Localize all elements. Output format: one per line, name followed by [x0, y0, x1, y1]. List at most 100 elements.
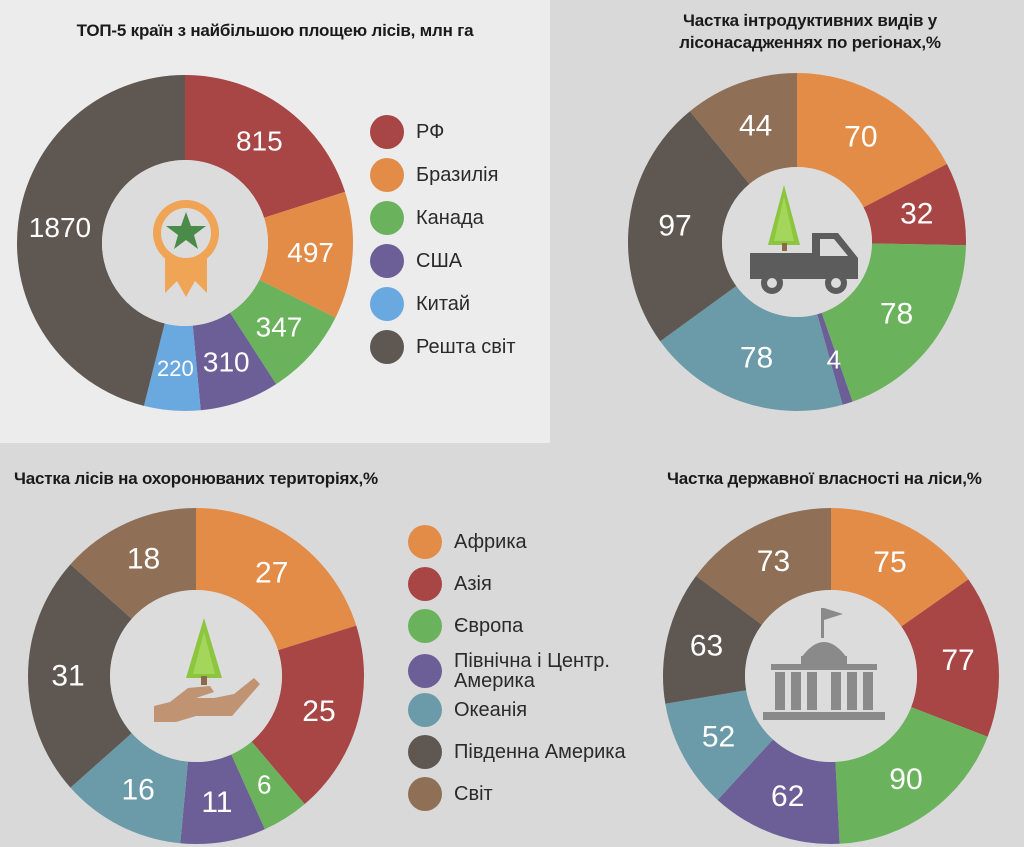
donut-slice-3 [835, 707, 988, 844]
slice-value-label: 78 [880, 298, 913, 331]
slice-value-label: 90 [889, 763, 922, 796]
legend-item: Китай [370, 287, 470, 321]
forest-area-legend: РФ Бразилія Канада США Китай Решта світ [370, 115, 540, 375]
slice-value-label: 347 [256, 311, 303, 342]
legend-item: РФ [370, 115, 444, 149]
legend-swatch [370, 244, 404, 278]
legend-item: Азія [408, 567, 492, 601]
legend-item: Світ [408, 777, 493, 811]
donut-slice-5 [143, 323, 201, 411]
slice-value-label: 16 [121, 774, 154, 807]
legend-item: США [370, 244, 462, 278]
chart3-title: Частка лісів на охоронюваних територіях,… [14, 469, 378, 488]
legend-label: Бразилія [416, 164, 499, 186]
slice-value-label: 62 [771, 780, 804, 813]
slice-value-label: 78 [740, 342, 773, 375]
legend-swatch [408, 777, 442, 811]
slice-value-label: 32 [900, 197, 933, 230]
legend-label: Південна Америка [454, 741, 626, 763]
legend-item: Океанія [408, 693, 527, 727]
legend-label: Європа [454, 615, 524, 637]
donut-slice-3 [230, 279, 336, 385]
legend-label: Африка [454, 531, 527, 553]
legend-label: Північна і Центр. Америка [454, 650, 610, 692]
legend-item: Канада [370, 201, 484, 235]
slice-value-label: 1870 [29, 212, 91, 243]
donut-slice-4 [717, 739, 840, 844]
slice-value-label: 497 [287, 237, 334, 268]
legend-label: Океанія [454, 699, 528, 721]
slice-value-label: 63 [690, 630, 723, 663]
donut-slice-1 [185, 75, 346, 218]
hand-with-tree-icon [154, 618, 260, 722]
introduced-species-donut-chart: 70 32 78 4 78 97 44 [628, 73, 966, 411]
donut-slice-5 [660, 286, 843, 411]
legend-swatch [370, 158, 404, 192]
chart4-title: Частка державної власності на ліси,% [667, 469, 982, 488]
donut-slice-1 [797, 73, 947, 208]
slice-value-label: 44 [739, 110, 772, 143]
protected-forests-donut-chart: 27 25 6 11 16 31 18 [28, 508, 364, 844]
donut-slice-1 [196, 508, 357, 651]
donut-slice-6 [663, 575, 762, 704]
legend-item: Південна Америка [408, 735, 626, 769]
slice-value-label: 6 [257, 769, 271, 799]
state-ownership-donut-chart: 75 77 90 62 52 63 73 [663, 508, 999, 844]
slice-value-label: 75 [873, 546, 906, 579]
donut-slice-3 [231, 741, 305, 830]
slice-value-label: 70 [844, 120, 877, 153]
donut-slice-5 [70, 733, 188, 844]
donut-slice-2 [251, 625, 364, 805]
donut-slice-7 [70, 508, 196, 619]
chart1-title: ТОП-5 країн з найбільшою площею лісів, м… [76, 21, 474, 40]
donut-slice-5 [665, 690, 773, 800]
donut-slice-2 [863, 164, 966, 246]
slice-value-label: 77 [941, 644, 974, 677]
donut-slice-6 [28, 564, 132, 788]
donut-slice-7 [689, 73, 797, 184]
legend-label: РФ [416, 121, 445, 143]
legend-item: Європа [408, 609, 523, 643]
donut-slice-2 [259, 191, 353, 318]
legend-swatch [370, 115, 404, 149]
slice-value-label: 11 [201, 786, 232, 819]
legend-swatch [370, 330, 404, 364]
legend-item: Африка [408, 525, 527, 559]
legend-label: Решта світ [416, 336, 516, 358]
legend-swatch [408, 525, 442, 559]
donut-slice-4 [817, 312, 853, 405]
slice-value-label: 310 [203, 347, 250, 378]
legend-label: Світ [454, 783, 493, 805]
slice-value-label: 18 [127, 543, 160, 576]
legend-label: Китай [416, 293, 471, 315]
donut-slice-6 [17, 75, 185, 406]
government-building-icon [763, 608, 885, 720]
legend-swatch [408, 735, 442, 769]
regions-legend: Африка Азія Європа Північна і Центр. Америка… [408, 525, 668, 815]
donut-slice-1 [831, 508, 969, 627]
award-badge-icon [153, 200, 219, 297]
slice-value-label: 25 [302, 695, 335, 728]
slice-value-label: 31 [51, 660, 84, 693]
slice-value-label: 815 [236, 126, 283, 157]
legend-item: Бразилія [370, 158, 498, 192]
donut-slice-6 [628, 111, 750, 342]
slice-value-label: 220 [157, 356, 194, 381]
donut-slice-4 [180, 754, 265, 844]
legend-label: Азія [454, 573, 492, 595]
legend-swatch [408, 693, 442, 727]
legend-swatch [370, 287, 404, 321]
legend-swatch [408, 654, 442, 688]
slice-value-label: 52 [702, 721, 735, 754]
slice-value-label: 27 [255, 556, 288, 589]
donut-slice-4 [192, 312, 277, 411]
legend-label: США [416, 250, 463, 272]
donut-slice-2 [901, 579, 999, 737]
legend-item: Решта світ [370, 330, 515, 364]
legend-swatch [408, 567, 442, 601]
legend-swatch [408, 609, 442, 643]
donut-slice-7 [696, 508, 831, 625]
legend-swatch [370, 201, 404, 235]
truck-with-tree-icon [750, 185, 858, 294]
